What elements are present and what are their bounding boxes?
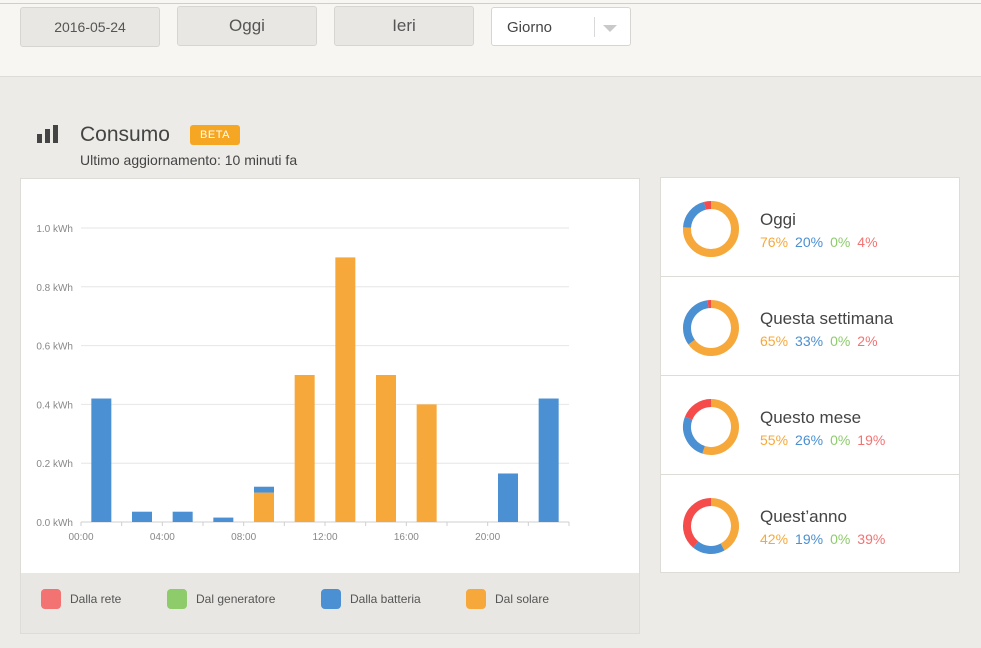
donut-chart [683,498,739,554]
y-tick-label: 0.4 kWh [36,400,73,411]
donut-chart [683,300,739,356]
donut-slice [710,498,739,551]
period-select-value: Giorno [507,19,553,36]
donut-slice [683,416,706,454]
donut-chart [683,201,739,257]
last-updated-text: Ultimo aggiornamento: 10 minuti fa [80,152,298,168]
bar-segment[interactable] [213,517,234,522]
percent-battery: 19% [795,531,824,547]
legend-item[interactable]: Dalla batteria [321,589,421,609]
summary-row: Questa settimana 65% 33% 0% 2% [661,277,959,376]
percent-grid: 19% [857,432,886,448]
x-tick-label: 00:00 [68,532,93,543]
percent-generator: 0% [830,432,851,448]
bar-segment[interactable] [132,511,152,522]
donut-slice [704,201,712,210]
consumption-chart-panel: 0.0 kWh 0.2 kWh 0.4 kWh 0.6 kWh 0.8 kWh 1.0 k… [20,178,640,634]
percent-grid: 4% [857,234,878,250]
donut-slice [683,201,707,229]
legend-item[interactable]: Dal generatore [167,589,275,609]
legend-item[interactable]: Dalla rete [41,589,121,609]
bar-segment[interactable] [416,404,437,522]
legend-label: Dal solare [495,592,550,606]
legend-swatch [466,589,486,609]
date-picker-button[interactable]: 2016-05-24 [20,7,160,47]
percent-battery: 20% [795,234,824,250]
section-title: Consumo [80,123,170,146]
bar-segment[interactable] [498,473,518,522]
summary-percentages: 65% 33% 0% 2% [760,333,885,349]
summary-title: Quest’anno [760,507,847,526]
donut-slice [683,201,739,257]
bar-chart-icon [37,125,59,143]
summary-title: Questo mese [760,408,862,427]
y-tick-label: 1.0 kWh [36,224,73,235]
summary-row: Questo mese 55% 26% 0% 19% [661,376,959,475]
bar-segment[interactable] [91,398,112,522]
summary-panel: Oggi 76% 20% 0% 4% Questa settimana 65% 33% 0% 2%… [660,177,960,573]
summary-percentages: 55% 26% 0% 19% [760,432,892,448]
y-tick-label: 0.0 kWh [36,518,73,529]
bar-segment[interactable] [294,375,315,522]
summary-row: Oggi 76% 20% 0% 4% [661,178,959,277]
legend-swatch [167,589,187,609]
beta-badge: BETA [190,125,240,145]
today-button[interactable]: Oggi [177,6,317,46]
chart-legend: Dalla rete Dal generatore Dalla batteria Da… [21,573,639,633]
bar-segment[interactable] [538,398,559,522]
percent-solar: 76% [760,234,789,250]
percent-solar: 65% [760,333,789,349]
x-tick-label: 08:00 [231,532,256,543]
period-select[interactable]: Giorno [491,7,631,46]
legend-label: Dal generatore [196,592,276,606]
donut-slice [693,541,725,554]
bar-segment[interactable] [376,375,396,522]
toolbar: 2016-05-24 Oggi Ieri Giorno [0,0,981,77]
donut-slice [688,300,739,356]
y-tick-label: 0.8 kWh [36,283,73,294]
select-separator [594,17,595,37]
percent-generator: 0% [830,333,851,349]
percent-grid: 39% [857,531,886,547]
percent-battery: 33% [795,333,824,349]
x-tick-label: 04:00 [150,532,175,543]
y-tick-label: 0.6 kWh [36,342,73,353]
legend-swatch [321,589,341,609]
summary-title: Oggi [760,210,796,229]
x-tick-label: 16:00 [394,532,419,543]
bar-segment[interactable] [335,257,356,522]
percent-solar: 42% [760,531,789,547]
percent-generator: 0% [830,234,851,250]
summary-percentages: 76% 20% 0% 4% [760,234,885,250]
top-divider [0,3,981,4]
bar-segment[interactable] [172,511,193,522]
yesterday-button[interactable]: Ieri [334,6,474,46]
consumption-chart: 0.0 kWh 0.2 kWh 0.4 kWh 0.6 kWh 0.8 kWh 1.0 k… [36,224,570,543]
percent-generator: 0% [830,531,851,547]
percent-battery: 26% [795,432,824,448]
donut-chart [683,399,739,455]
summary-row: Quest’anno 42% 19% 0% 39% [661,475,959,574]
legend-label: Dalla batteria [350,592,421,606]
chevron-down-icon[interactable] [603,25,617,32]
donut-slice [702,399,739,455]
donut-slice [683,498,712,548]
x-tick-label: 20:00 [475,532,500,543]
bar-segment[interactable] [254,486,274,493]
donut-slice [684,399,712,420]
donut-slice [683,300,709,345]
percent-grid: 2% [857,333,878,349]
bar-segment[interactable] [254,492,274,522]
summary-title: Questa settimana [760,309,894,328]
x-tick-label: 12:00 [312,532,337,543]
legend-item[interactable]: Dal solare [466,589,549,609]
y-tick-label: 0.2 kWh [36,459,73,470]
percent-solar: 55% [760,432,789,448]
legend-label: Dalla rete [70,592,122,606]
summary-percentages: 42% 19% 0% 39% [760,531,892,547]
legend-swatch [41,589,61,609]
